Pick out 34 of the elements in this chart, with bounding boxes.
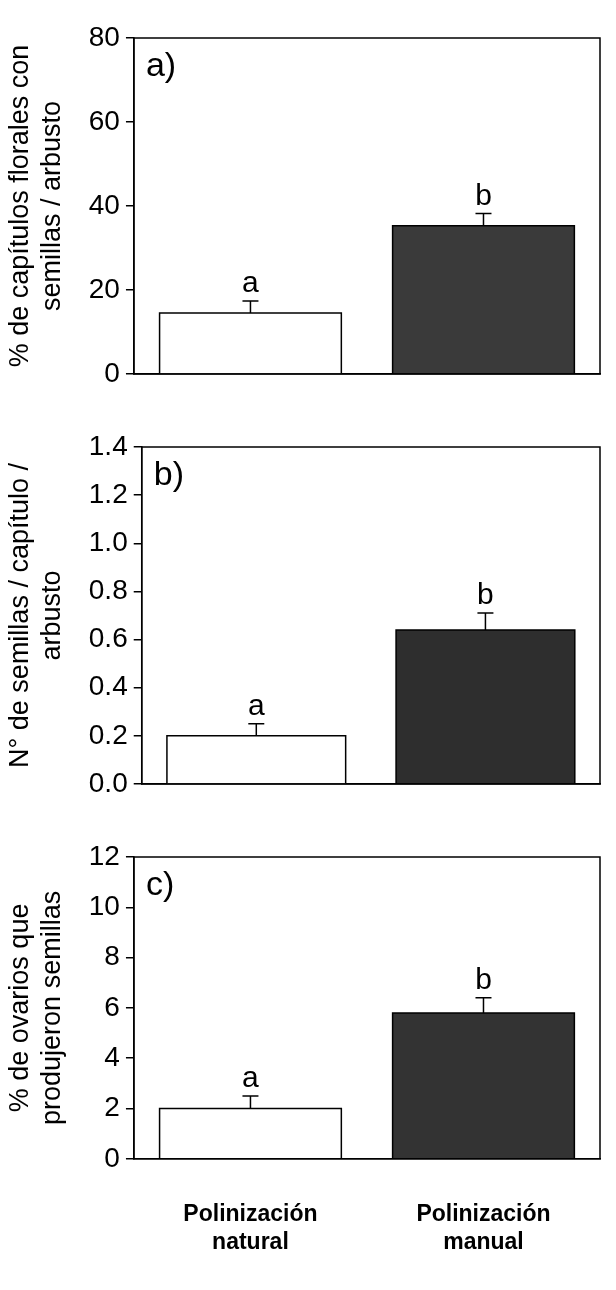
y-tick-label: 0.8	[88, 574, 128, 606]
y-tick-label: 0	[104, 356, 120, 388]
annotation: a)	[145, 45, 177, 84]
x-tick-label: Polinización manual	[416, 1199, 551, 1254]
annotation: a	[242, 1060, 260, 1094]
y-axis-title: % de ovarios que produjeron semillas	[3, 890, 67, 1125]
y-tick-label: 80	[88, 20, 120, 52]
y-tick-label: 6	[104, 990, 120, 1022]
annotation: a	[242, 265, 260, 299]
annotation: b	[475, 962, 492, 996]
y-tick-label: 1.2	[88, 477, 128, 509]
y-tick-label: 60	[88, 104, 120, 136]
y-tick-label: 10	[88, 890, 120, 922]
y-axis-title: % de capítulos florales con semillas / arbusto	[3, 44, 67, 368]
y-tick-label: 0	[104, 1141, 120, 1173]
annotation: c)	[145, 864, 175, 903]
y-tick-label: 4	[104, 1040, 120, 1072]
annotation: b	[475, 177, 492, 211]
y-tick-label: 2	[104, 1091, 120, 1123]
y-tick-label: 0.4	[88, 670, 128, 702]
y-tick-label: 1.0	[88, 526, 128, 557]
y-tick-label: 0.2	[88, 718, 128, 750]
y-tick-label: 0.6	[88, 622, 128, 654]
y-axis-title: N° de semillas / capítulo / arbusto	[3, 462, 67, 768]
y-tick-label: 20	[88, 272, 120, 304]
annotation: b	[477, 577, 494, 611]
annotation: a	[247, 688, 265, 722]
x-tick-label: Polinización natural	[183, 1199, 318, 1254]
y-tick-label: 12	[88, 839, 120, 871]
y-tick-label: 40	[88, 188, 120, 220]
y-tick-label: 1.4	[88, 429, 128, 461]
annotation: b)	[153, 454, 184, 493]
y-tick-label: 8	[104, 940, 120, 972]
y-tick-label: 0.0	[88, 766, 128, 798]
